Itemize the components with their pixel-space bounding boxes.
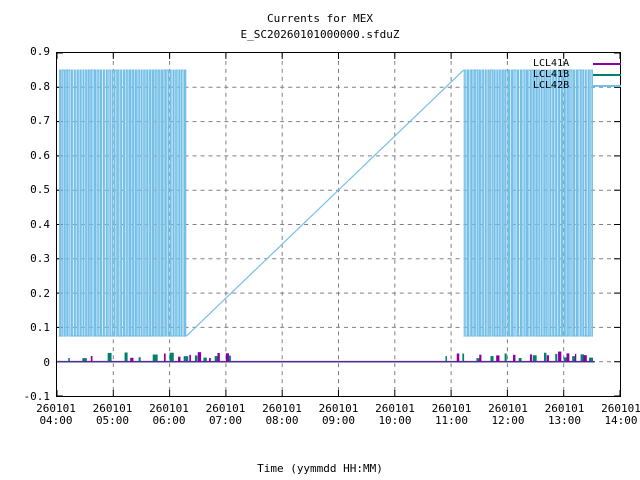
series-LCL41A-spike [529, 354, 532, 362]
series-LCL41B-spike [152, 354, 158, 362]
y-tick-label: 0.1 [30, 321, 50, 334]
x-tick-label: 260101 11:00 [431, 402, 472, 427]
y-tick-label: 0.3 [30, 252, 50, 265]
series-LCL41A-spike [546, 355, 549, 362]
series-LCL41B-spike [543, 352, 547, 362]
x-tick-label: 260101 09:00 [318, 402, 359, 427]
series-LCL41B-spike [124, 352, 128, 362]
series-LCL41B-spike [203, 357, 207, 362]
series-LCL41B-spike [228, 355, 231, 362]
series-LCL41A-spike [479, 354, 482, 362]
y-tick-label: 0.8 [30, 79, 50, 93]
series-LCL41B-spike [518, 358, 522, 362]
series-LCL41A-spike [209, 358, 211, 362]
series-LCL41B-spike [169, 352, 174, 362]
series-LCL41B-spike [214, 356, 220, 362]
x-tick-label: 260101 06:00 [149, 402, 189, 427]
x-axis-title: Time (yymmdd HH:MM) [257, 462, 383, 475]
series-LCL41A-spike [574, 353, 577, 362]
series-LCL41B-spike [445, 356, 448, 362]
series-LCL41B-spike [476, 358, 480, 362]
legend: LCL41A LCL41B LCL42B [533, 58, 621, 91]
legend-item[interactable]: LCL41B [533, 69, 621, 80]
y-tick-label: -0.1 [23, 390, 51, 403]
series-LCL41B-spike [555, 353, 558, 362]
series-LCL41A-spike [513, 354, 516, 362]
series-LCL41A-spike [583, 355, 587, 362]
y-tick-label: 0.9 [30, 45, 50, 58]
legend-label: LCL42B [533, 80, 570, 91]
series-LCL41B-spike [504, 353, 507, 362]
legend-label: LCL41B [533, 69, 570, 80]
series-LCL41A-spike [130, 357, 134, 362]
series-LCL41B-spike [580, 354, 585, 362]
y-tick-label: 0.7 [30, 114, 50, 127]
series-LCL41A-spike [90, 355, 93, 362]
legend-label: LCL41A [533, 58, 570, 69]
legend-color-swatch [593, 85, 621, 87]
series-LCL41B-spike [68, 358, 70, 362]
legend-item[interactable]: LCL42B [533, 80, 621, 91]
x-tick-label: 260101 05:00 [92, 402, 133, 427]
x-tick-label: 260101 04:00 [36, 402, 76, 427]
chart-title: Currents for MEX [267, 12, 373, 25]
x-tick-label: 260101 12:00 [488, 402, 528, 427]
x-tick-label: 260101 13:00 [544, 402, 585, 427]
y-tick-label: 0.4 [30, 217, 50, 231]
series-LCL41B-spike [82, 358, 87, 362]
x-tick-label: 260101 07:00 [205, 402, 246, 427]
x-tick-label: 260101 14:00 [601, 402, 640, 427]
series-LCL41B-spike [194, 355, 198, 362]
series-LCL42B [58, 69, 187, 337]
series-LCL41B-spike [183, 356, 189, 362]
series-LCL41A-spike [225, 353, 229, 362]
legend-color-swatch [593, 63, 621, 65]
plot-area [56, 52, 621, 397]
series-LCL41A-spike [197, 352, 202, 362]
chart-subtitle: E_SC20260101000000.sfduZ [240, 28, 400, 41]
series-LCL41B-spike [138, 357, 141, 362]
y-tick-label: 0.2 [30, 286, 50, 300]
x-tick-label: 260101 08:00 [262, 402, 302, 427]
series-LCL42B [463, 69, 593, 337]
series-LCL41A-spike [566, 353, 570, 362]
legend-color-swatch [593, 74, 621, 76]
series-LCL41B-spike [462, 353, 465, 362]
series-LCL41B-spike [589, 357, 593, 362]
x-tick-label: 260101 10:00 [375, 402, 415, 427]
series-LCL41A-spike [558, 351, 562, 362]
series-LCL41A-spike [496, 355, 500, 362]
series-LCL41B-spike [563, 357, 569, 362]
y-tick-label: 0 [43, 355, 50, 369]
series-LCL41A-spike [217, 352, 220, 362]
series-LCL41B-spike [490, 356, 494, 362]
series-LCL41A-spike [178, 356, 181, 362]
series-LCL41A-spike [163, 353, 166, 362]
y-tick-label: 0.6 [30, 148, 50, 162]
series-LCL41B-spike [107, 352, 112, 362]
legend-item[interactable]: LCL41A [533, 58, 621, 69]
series-LCL42B [186, 69, 464, 337]
series-LCL41B-spike [532, 355, 537, 362]
series-LCL41B-spike [572, 356, 576, 362]
y-tick-label: 0.5 [30, 183, 50, 196]
series-LCL41A-spike [189, 354, 191, 362]
data-series-layer [57, 69, 595, 363]
series-LCL41A-spike [456, 353, 460, 362]
